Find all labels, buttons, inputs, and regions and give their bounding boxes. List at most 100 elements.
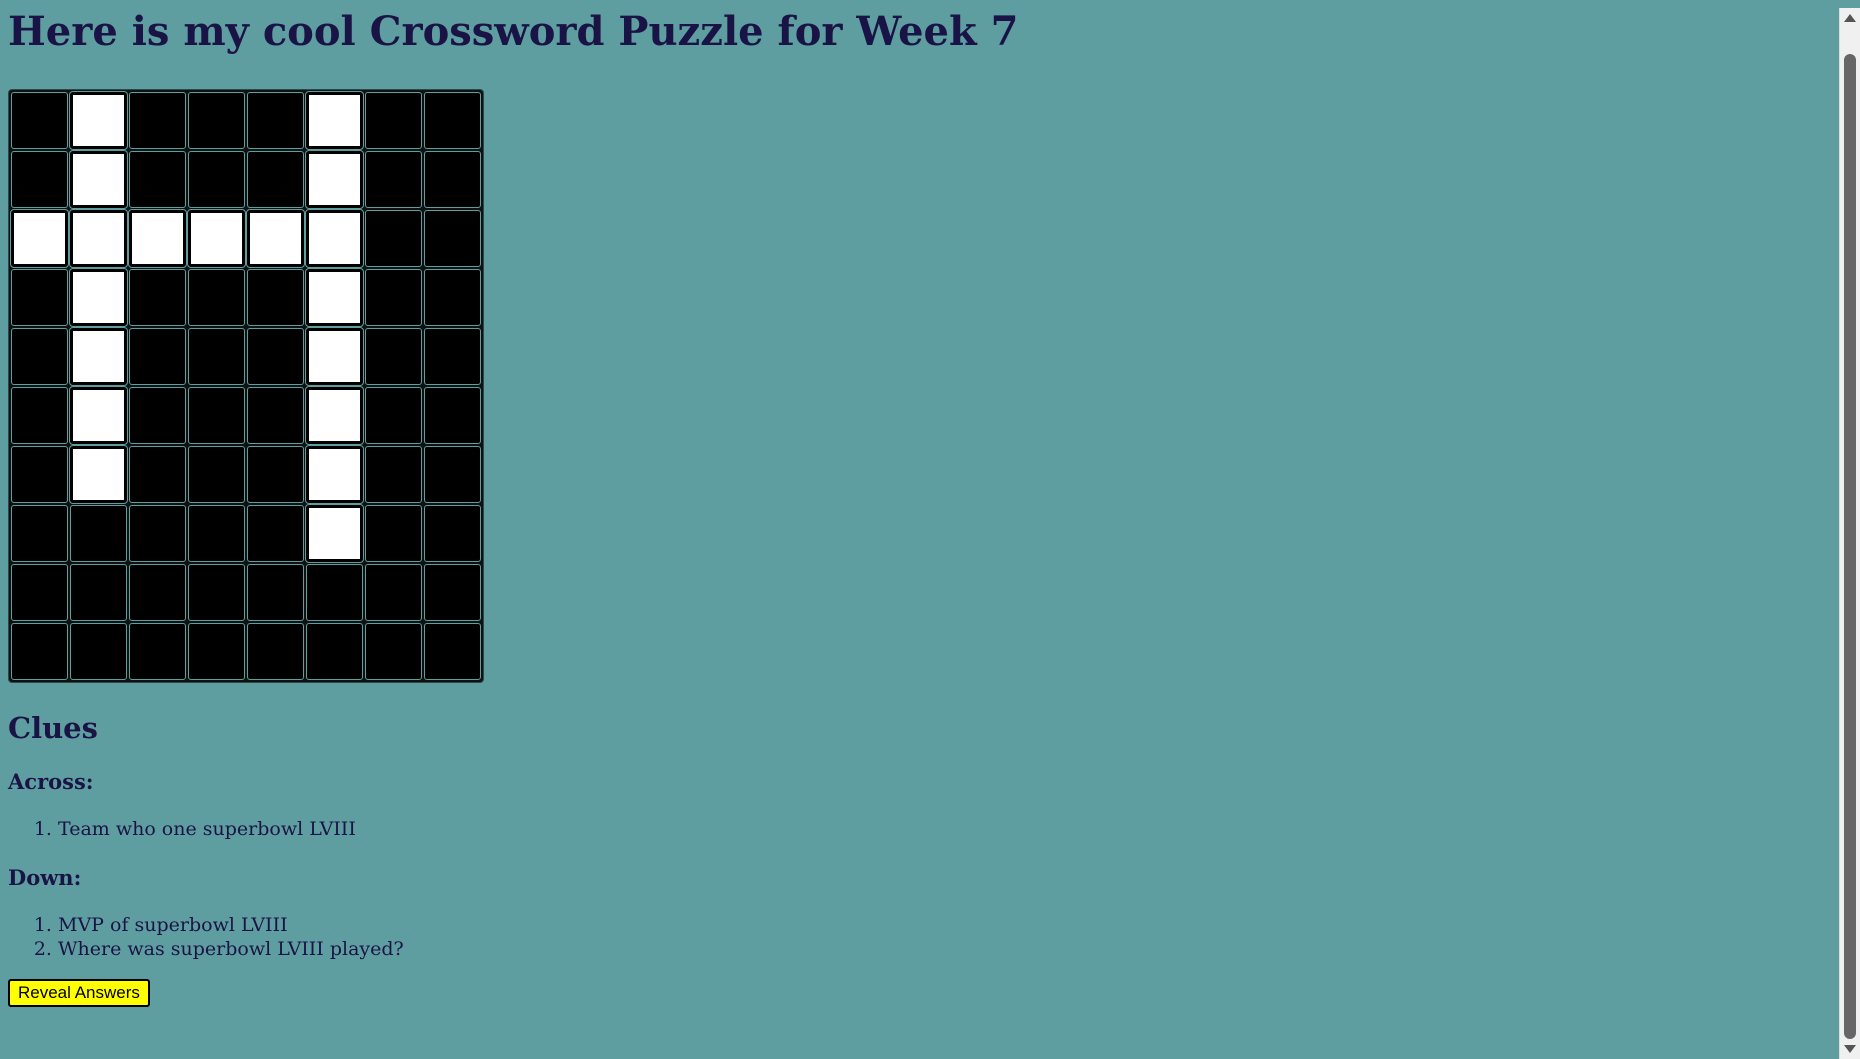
crossword-cell-blocked (11, 446, 68, 503)
vertical-scrollbar[interactable] (1839, 8, 1860, 1059)
crossword-cell-open[interactable] (187, 209, 246, 268)
grid-row (11, 91, 481, 150)
crossword-cell-blocked (424, 328, 481, 385)
grid-row (11, 327, 481, 386)
crossword-cell-blocked (188, 92, 245, 149)
crossword-cell-open[interactable] (69, 327, 128, 386)
crossword-cell-blocked (424, 623, 481, 680)
crossword-cell-blocked (70, 623, 127, 680)
crossword-cell-blocked (129, 505, 186, 562)
crossword-grid (8, 89, 484, 683)
crossword-cell-blocked (247, 328, 304, 385)
crossword-cell-blocked (424, 269, 481, 326)
crossword-cell-blocked (424, 387, 481, 444)
crossword-cell-blocked (188, 151, 245, 208)
crossword-cell-blocked (247, 387, 304, 444)
down-heading: Down: (8, 865, 82, 890)
crossword-cell-blocked (424, 505, 481, 562)
crossword-cell-open[interactable] (305, 268, 364, 327)
crossword-cell-blocked (11, 564, 68, 621)
crossword-cell-open[interactable] (69, 150, 128, 209)
reveal-answers-button[interactable]: Reveal Answers (8, 979, 150, 1007)
across-heading: Across: (8, 769, 94, 794)
grid-row (11, 268, 481, 327)
crossword-cell-blocked (188, 564, 245, 621)
crossword-cell-blocked (129, 92, 186, 149)
crossword-cell-open[interactable] (305, 150, 364, 209)
crossword-cell-blocked (188, 446, 245, 503)
crossword-cell-blocked (129, 269, 186, 326)
crossword-cell-blocked (129, 564, 186, 621)
crossword-cell-open[interactable] (305, 445, 364, 504)
crossword-cell-blocked (129, 151, 186, 208)
grid-row (11, 564, 481, 621)
crossword-cell-blocked (247, 269, 304, 326)
crossword-cell-blocked (247, 446, 304, 503)
clues-heading: Clues (8, 711, 98, 745)
crossword-cell-blocked (129, 328, 186, 385)
crossword-cell-open[interactable] (69, 386, 128, 445)
crossword-cell-open[interactable] (305, 386, 364, 445)
crossword-cell-blocked (11, 505, 68, 562)
crossword-cell-blocked (306, 623, 363, 680)
grid-row (10, 209, 481, 268)
crossword-cell-blocked (188, 505, 245, 562)
crossword-cell-open[interactable] (305, 327, 364, 386)
crossword-cell-blocked (365, 387, 422, 444)
crossword-cell-blocked (365, 269, 422, 326)
page-title: Here is my cool Crossword Puzzle for Wee… (8, 8, 1019, 55)
crossword-cell-blocked (70, 505, 127, 562)
crossword-cell-blocked (70, 564, 127, 621)
crossword-cell-blocked (188, 269, 245, 326)
crossword-cell-blocked (424, 446, 481, 503)
crossword-cell-blocked (424, 564, 481, 621)
crossword-cell-blocked (365, 151, 422, 208)
crossword-cell-blocked (247, 505, 304, 562)
crossword-cell-open[interactable] (69, 209, 128, 268)
crossword-cell-open[interactable] (305, 504, 364, 563)
grid-row (11, 623, 481, 680)
crossword-cell-open[interactable] (69, 268, 128, 327)
crossword-cell-open[interactable] (246, 209, 305, 268)
crossword-cell-open[interactable] (10, 209, 69, 268)
crossword-cell-open[interactable] (305, 91, 364, 150)
crossword-cell-open[interactable] (69, 445, 128, 504)
grid-row (11, 445, 481, 504)
scrollbar-thumb[interactable] (1844, 54, 1856, 1039)
crossword-cell-blocked (424, 210, 481, 267)
crossword-cell-blocked (365, 328, 422, 385)
page: Here is my cool Crossword Puzzle for Wee… (0, 8, 1860, 1007)
crossword-cell-blocked (188, 623, 245, 680)
crossword-cell-blocked (188, 387, 245, 444)
crossword-cell-blocked (424, 92, 481, 149)
crossword-cell-blocked (424, 151, 481, 208)
crossword-cell-blocked (247, 92, 304, 149)
crossword-cell-blocked (129, 623, 186, 680)
crossword-cell-blocked (247, 151, 304, 208)
grid-row (11, 386, 481, 445)
down-clue-list: MVP of superbowl LVIIIWhere was superbow… (8, 913, 1860, 961)
across-clue-list: Team who one superbowl LVIII (8, 817, 1860, 841)
crossword-cell-blocked (11, 623, 68, 680)
crossword-cell-blocked (11, 328, 68, 385)
crossword-cell-open[interactable] (128, 209, 187, 268)
crossword-cell-blocked (11, 269, 68, 326)
scroll-up-arrow-icon[interactable] (1844, 14, 1856, 22)
crossword-cell-open[interactable] (69, 91, 128, 150)
grid-row (11, 504, 481, 563)
crossword-cell-blocked (365, 623, 422, 680)
scroll-down-arrow-icon[interactable] (1844, 1045, 1856, 1053)
crossword-cell-blocked (11, 387, 68, 444)
crossword-cell-blocked (188, 328, 245, 385)
grid-row (11, 150, 481, 209)
crossword-cell-blocked (365, 505, 422, 562)
crossword-cell-open[interactable] (305, 209, 364, 268)
crossword-cell-blocked (306, 564, 363, 621)
crossword-cell-blocked (129, 446, 186, 503)
crossword-cell-blocked (365, 564, 422, 621)
across-clue: Team who one superbowl LVIII (58, 817, 1860, 841)
crossword-cell-blocked (365, 446, 422, 503)
crossword-cell-blocked (247, 564, 304, 621)
crossword-cell-blocked (365, 92, 422, 149)
crossword-cell-blocked (247, 623, 304, 680)
